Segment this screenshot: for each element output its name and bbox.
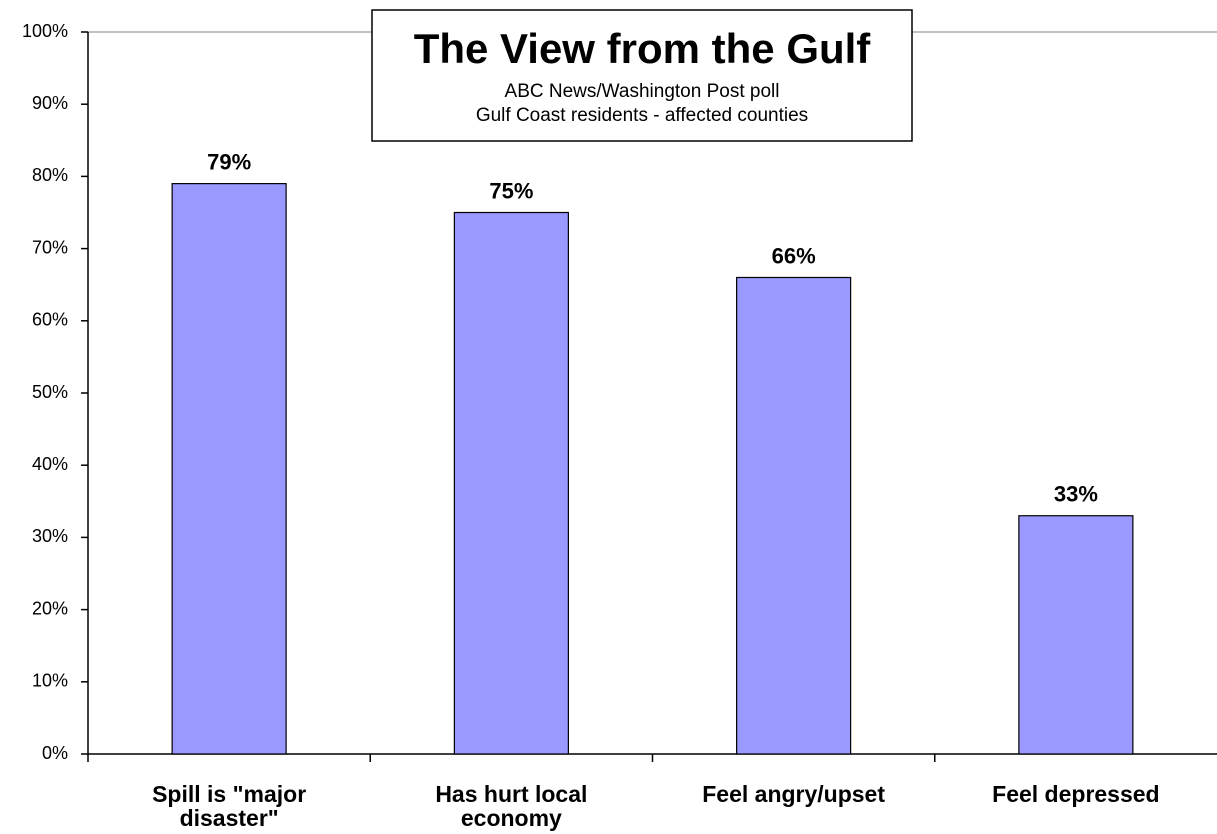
y-tick-label: 10% (32, 671, 68, 691)
data-label: 79% (207, 149, 251, 174)
y-tick-label: 70% (32, 237, 68, 257)
bar (736, 276, 852, 755)
subtitle: ABC News/Washington Post poll (505, 81, 780, 102)
x-tick-label: Spill is "major disaster" (152, 781, 307, 831)
y-tick-label: 50% (32, 382, 68, 402)
bar (453, 211, 569, 755)
y-tick-label: 100% (22, 21, 68, 41)
data-label: 33% (1054, 482, 1098, 507)
title-box (371, 9, 913, 142)
y-tick-label: 30% (32, 526, 68, 546)
y-tick-label: 20% (32, 598, 68, 618)
data-label: 66% (772, 243, 816, 268)
y-tick-label: 40% (32, 454, 68, 474)
bar (171, 183, 287, 755)
data-label: 75% (489, 178, 533, 203)
x-tick-label: Has hurt local economy (435, 781, 588, 831)
y-tick-label: 90% (32, 93, 68, 113)
y-tick-label: 0% (42, 743, 68, 763)
chart-title: The View from the Gulf (414, 25, 872, 72)
y-tick-label: 60% (32, 310, 68, 330)
y-tick-label: 80% (32, 165, 68, 185)
x-tick-label: Feel angry/upset (702, 781, 886, 807)
bar (1018, 515, 1134, 755)
subtitle: Gulf Coast residents - affected counties (476, 105, 808, 126)
x-tick-label: Feel depressed (992, 781, 1160, 807)
